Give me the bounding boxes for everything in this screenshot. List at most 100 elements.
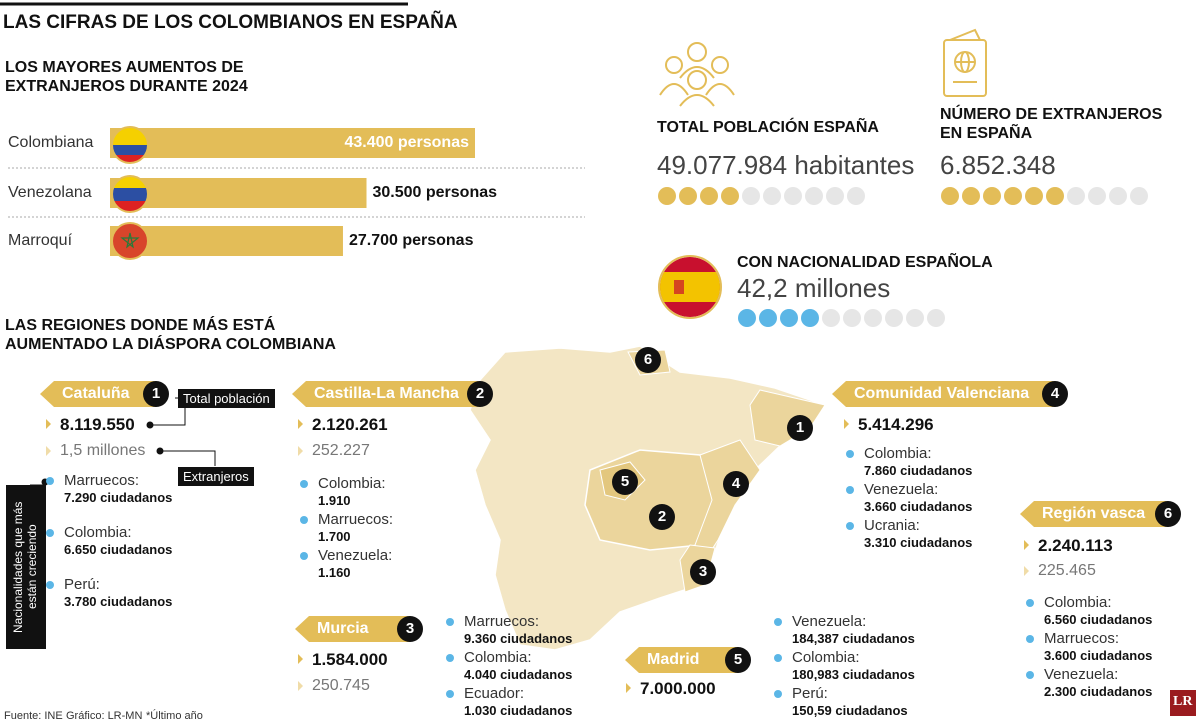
nationality-count: 150,59 ciudadanos [792,703,908,718]
bullet [46,581,54,589]
nationality-name: Ecuador: [464,685,525,702]
region-number: 3 [397,616,423,642]
dot-filled [983,187,1001,205]
regions-title: LAS REGIONES DONDE MÁS ESTÁ AUMENTADO LA… [5,317,336,353]
bullet [774,654,782,662]
nationality-name: Venezuela: [1044,666,1119,683]
nationality-name: Colombia: [864,445,932,462]
marker [298,681,303,691]
region-foreigners: 252.227 [312,442,370,459]
dot-empty [784,187,802,205]
dot-empty [763,187,781,205]
region-foreigners: 225.465 [1038,562,1096,579]
nationality-count: 3.660 ciudadanos [864,499,973,514]
region-population: 8.119.550 [60,415,135,434]
bullet [446,618,454,626]
dot-filled [1025,187,1043,205]
map-region-number: 1 [787,415,813,441]
bullet [446,690,454,698]
nationality-count: 6.560 ciudadanos [1044,612,1153,627]
nationality-count: 1.910 [318,493,351,508]
legend-population: Total población [178,389,275,408]
nationality-count: 180,983 ciudadanos [792,667,915,682]
map-region-number: 5 [612,469,638,495]
people-icon [659,42,735,107]
region-tag: Comunidad Valenciana [832,381,1055,407]
nationality-count: 7.860 ciudadanos [864,463,973,478]
stat-value: 42,2 millones [737,273,891,303]
passport-icon [943,28,987,97]
region-tag: Región vasca [1020,501,1168,527]
region-population: 7.000.000 [640,679,716,698]
nationality-name: Colombia: [464,649,532,666]
region-population: 2.240.113 [1038,536,1113,555]
dot-empty [805,187,823,205]
region-number: 6 [1155,501,1181,527]
flag-colombia [111,126,149,164]
nationality-count: 184,387 ciudadanos [792,631,915,646]
increases-title: LOS MAYORES AUMENTOS DE EXTRANJEROS DURA… [5,59,248,95]
stat-value: 49.077.984 habitantes [657,150,915,180]
bullet [1026,671,1034,679]
nationality-name: Perú: [64,576,100,593]
nationality-name: Ucrania: [864,517,920,534]
dot-filled [941,187,959,205]
nationality-count: 3.310 ciudadanos [864,535,973,550]
marker [298,419,303,429]
marker [46,446,51,456]
bar [110,128,475,158]
nationality-name: Colombia: [318,475,386,492]
nationality-name: Marruecos: [318,511,394,528]
footer-note: *Último año [146,710,203,722]
region-number: 4 [1042,381,1068,407]
bullet [46,477,54,485]
bar-label: Marroquí [8,232,73,249]
nationality-count: 1.700 [318,529,351,544]
region-foreigners: 1,5 millones [60,442,146,459]
marker [1024,540,1029,550]
marker [844,419,849,429]
legend-foreigners: Extranjeros [178,467,254,486]
dot-empty [1088,187,1106,205]
nationality-name: Venezuela: [318,547,393,564]
dot-empty [822,309,840,327]
bullet [774,690,782,698]
footer-source: Fuente: INE [4,710,63,722]
nationality-name: Marruecos: [464,613,540,630]
legend-nationalities: Nacionalidades que más están creciendo [6,485,46,649]
bullet [846,486,854,494]
dot-filled [780,309,798,327]
bullet [300,480,308,488]
nationality-name: Colombia: [1044,594,1112,611]
map-region-number: 4 [723,471,749,497]
nationality-count: 9.360 ciudadanos [464,631,573,646]
region-number: 2 [467,381,493,407]
marker [46,419,51,429]
bullet [300,516,308,524]
dot-empty [885,309,903,327]
nationality-name: Venezuela: [864,481,939,498]
dot-filled [1046,187,1064,205]
dot-filled [801,309,819,327]
nationality-count: 7.290 ciudadanos [64,490,173,505]
dot-filled [721,187,739,205]
nationality-name: Perú: [792,685,828,702]
region-population: 1.584.000 [312,650,388,669]
map-region [694,439,761,561]
nationality-count: 6.650 ciudadanos [64,542,173,557]
flag-spain [658,255,722,319]
dot-empty [826,187,844,205]
nationality-name: Venezuela: [792,613,867,630]
bullet [846,522,854,530]
bar-value-label: 27.700 personas [348,232,474,249]
region-tag: Castilla-La Mancha [292,381,480,407]
bar-label: Colombiana [8,134,94,151]
marker [298,654,303,664]
stat-title: CON NACIONALIDAD ESPAÑOLA [737,254,993,271]
map-region-number: 6 [635,347,661,373]
nationality-count: 2.300 ciudadanos [1044,684,1153,699]
bar [110,178,367,208]
dot-filled [759,309,777,327]
